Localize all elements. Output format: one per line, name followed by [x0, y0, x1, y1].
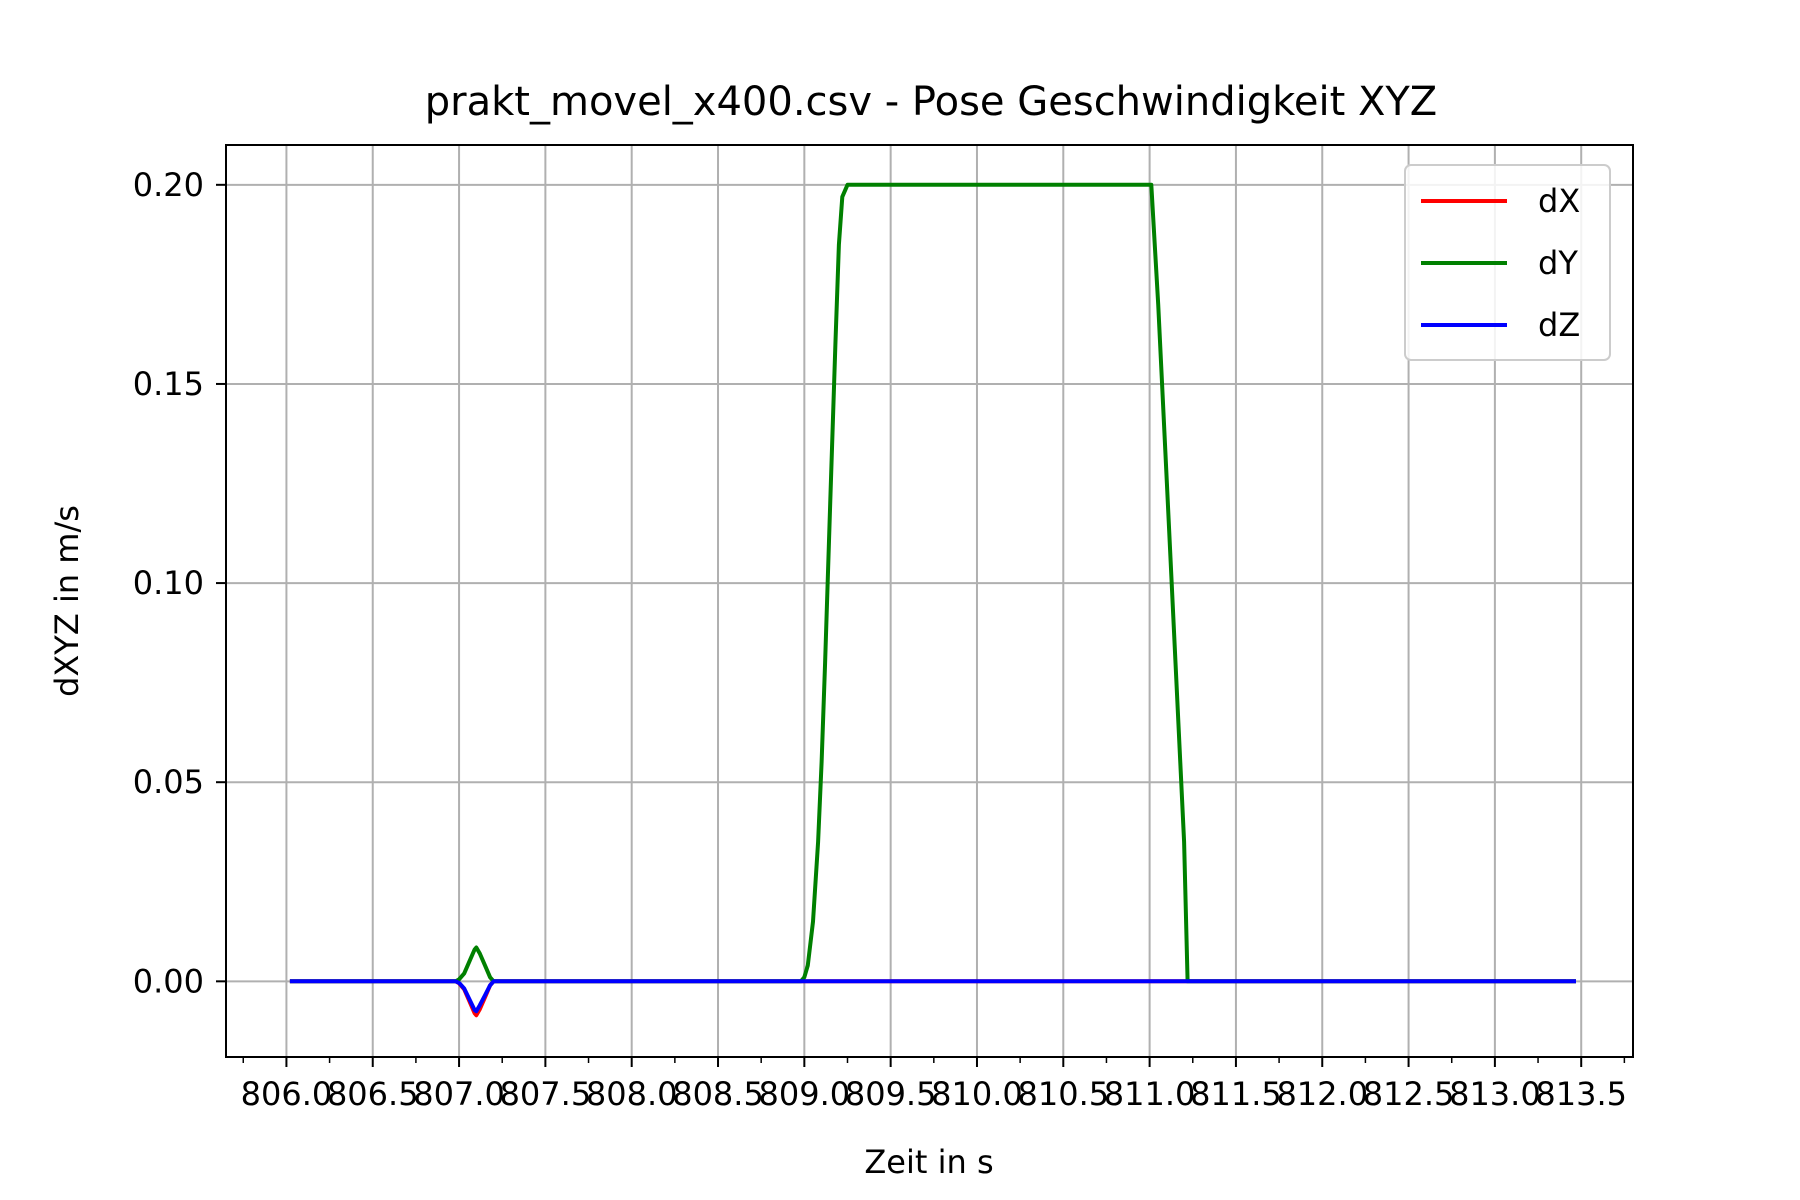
series-line-dy: [289, 182, 1576, 984]
chart-title: prakt_movel_x400.csv - Pose Geschwindigk…: [425, 79, 1437, 125]
y-axis-label: dXYZ in m/s: [48, 505, 86, 697]
legend-label-dy: dY: [1538, 244, 1578, 282]
legend-label-dx: dX: [1538, 182, 1580, 220]
x-tick-label: 811.5: [1190, 1075, 1282, 1113]
legend: dX dY dZ: [1404, 164, 1611, 361]
y-tick-label: 0.05: [133, 763, 204, 801]
x-tick-label: 812.5: [1363, 1075, 1455, 1113]
legend-box: [1404, 164, 1611, 361]
legend-label-dz: dZ: [1538, 306, 1580, 344]
grid: [226, 145, 1633, 1057]
plot-lines: [289, 182, 1576, 1018]
x-tick-label: 806.0: [241, 1075, 333, 1113]
x-tick-label: 807.5: [500, 1075, 592, 1113]
x-tick-label: 808.5: [672, 1075, 764, 1113]
y-tick-label: 0.15: [133, 365, 204, 403]
x-tick-label: 812.0: [1276, 1075, 1368, 1113]
y-tick-label: 0.10: [133, 564, 204, 602]
x-tick-label: 810.5: [1017, 1075, 1109, 1113]
x-tick-label: 808.0: [586, 1075, 678, 1113]
x-tick-label: 809.5: [845, 1075, 937, 1113]
x-tick-label: 811.0: [1104, 1075, 1196, 1113]
x-tick-label: 810.0: [931, 1075, 1023, 1113]
y-tick-label: 0.00: [133, 962, 204, 1000]
y-tick-label: 0.20: [133, 166, 204, 204]
plot-frame: [225, 144, 1634, 1058]
x-tick-label: 813.5: [1535, 1075, 1627, 1113]
x-axis-ticks: 806.0806.5807.0807.5808.0808.5809.0809.5…: [241, 1057, 1627, 1113]
x-tick-label: 806.5: [327, 1075, 419, 1113]
series-line-dz: [289, 979, 1576, 1014]
y-axis-ticks: 0.00 0.05 0.10 0.15 0.20: [133, 166, 226, 1000]
x-tick-label: 809.0: [759, 1075, 851, 1113]
x-tick-label: 813.0: [1449, 1075, 1541, 1113]
x-tick-label: 807.0: [413, 1075, 505, 1113]
x-axis-label: Zeit in s: [864, 1143, 993, 1181]
